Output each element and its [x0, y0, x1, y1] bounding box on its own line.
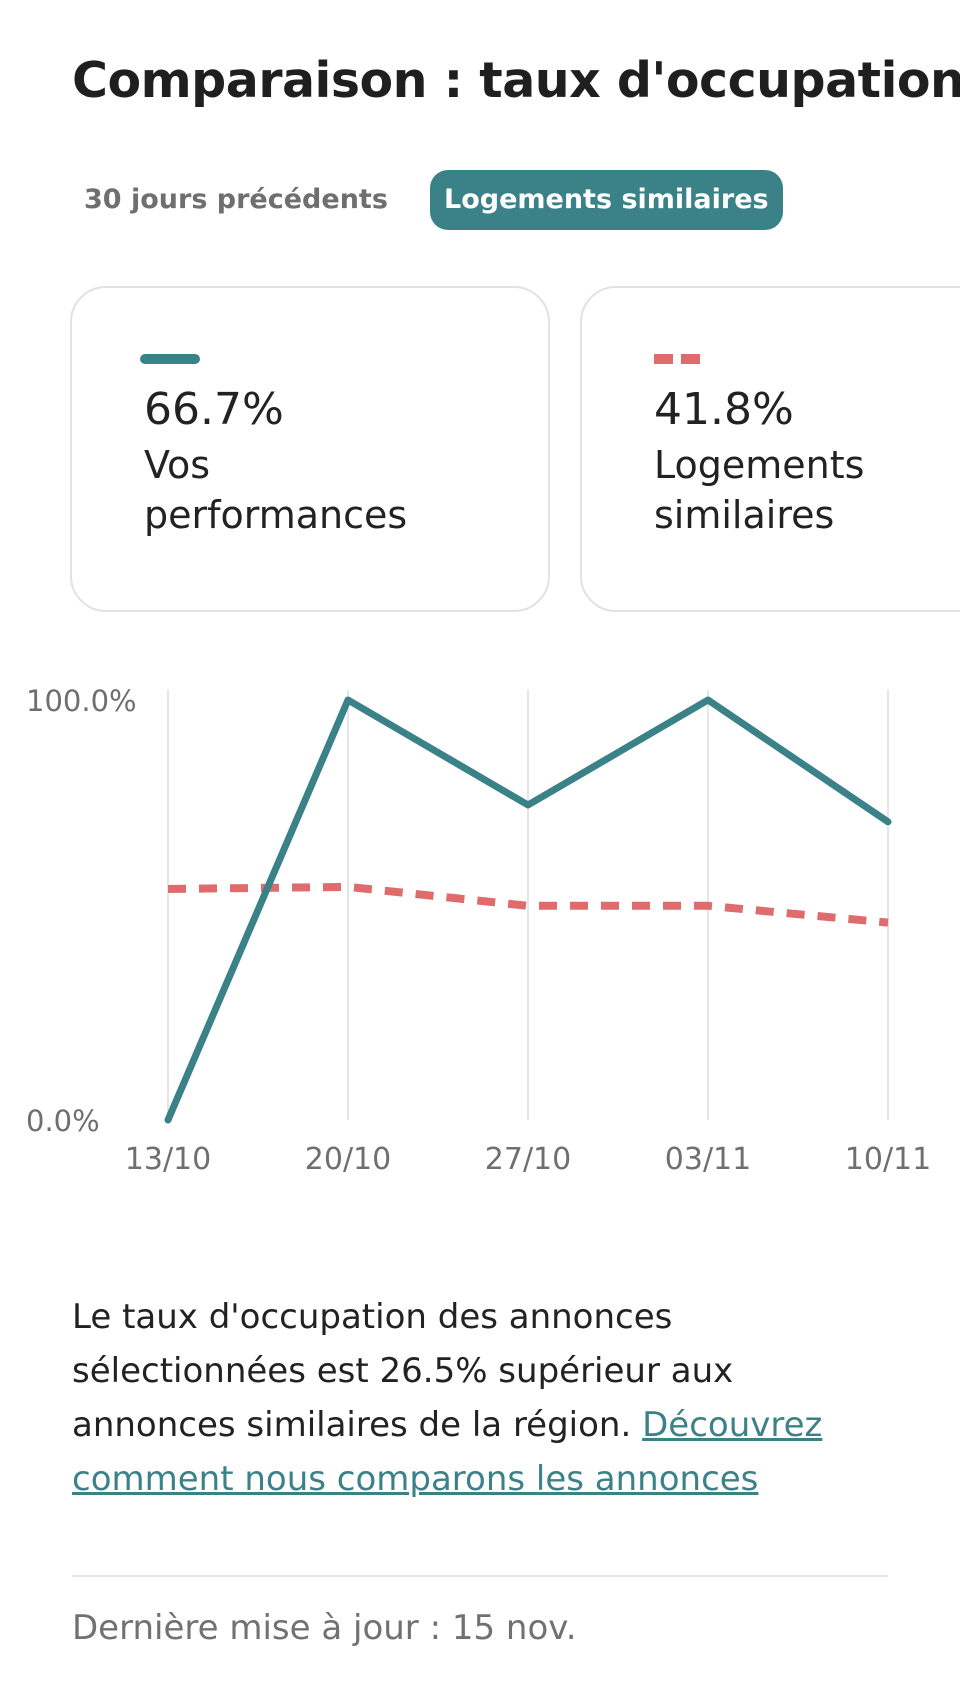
last-updated-text: Dernière mise à jour : 15 nov.: [72, 1608, 577, 1648]
similar-listings-label: Logements similaires: [654, 443, 865, 537]
dashed-line-legend-swatch: [654, 354, 700, 364]
page-title: Comparaison : taux d'occupation: [72, 52, 960, 109]
similar-series-line: [167, 882, 889, 927]
tab-similar-listings[interactable]: Logements similaires: [430, 170, 783, 230]
solid-line-legend-swatch: [140, 354, 200, 364]
similar-occupancy-value: 41.8%: [654, 384, 794, 435]
description-text: Le taux d'occupation des annonces sélect…: [72, 1297, 734, 1445]
x-tick-label: 03/11: [665, 1142, 751, 1177]
x-tick-label: 10/11: [845, 1142, 931, 1177]
x-tick-label: 20/10: [305, 1142, 391, 1177]
similar-listings-card: 41.8% Logements similaires: [580, 286, 960, 612]
x-tick-label: 27/10: [485, 1142, 571, 1177]
occupancy-line-chart: 13/10 20/10 27/10 03/11 10/11 100.0% 0.0%: [26, 684, 931, 1177]
yours-series-line: [164, 696, 892, 1124]
divider: [72, 1575, 888, 1577]
tab-previous-30-days[interactable]: 30 jours précédents: [84, 184, 388, 215]
occupancy-description: Le taux d'occupation des annonces sélect…: [72, 1290, 892, 1506]
x-tick-label: 13/10: [125, 1142, 211, 1177]
your-performance-label: Vos performances: [144, 443, 408, 537]
y-tick-label: 100.0%: [26, 684, 137, 718]
y-tick-label: 0.0%: [26, 1104, 100, 1138]
your-performance-card: 66.7% Vos performances: [70, 286, 550, 612]
learn-more-link[interactable]: Découvrez comment nous comparons les ann…: [72, 1405, 823, 1499]
your-occupancy-value: 66.7%: [144, 384, 284, 435]
